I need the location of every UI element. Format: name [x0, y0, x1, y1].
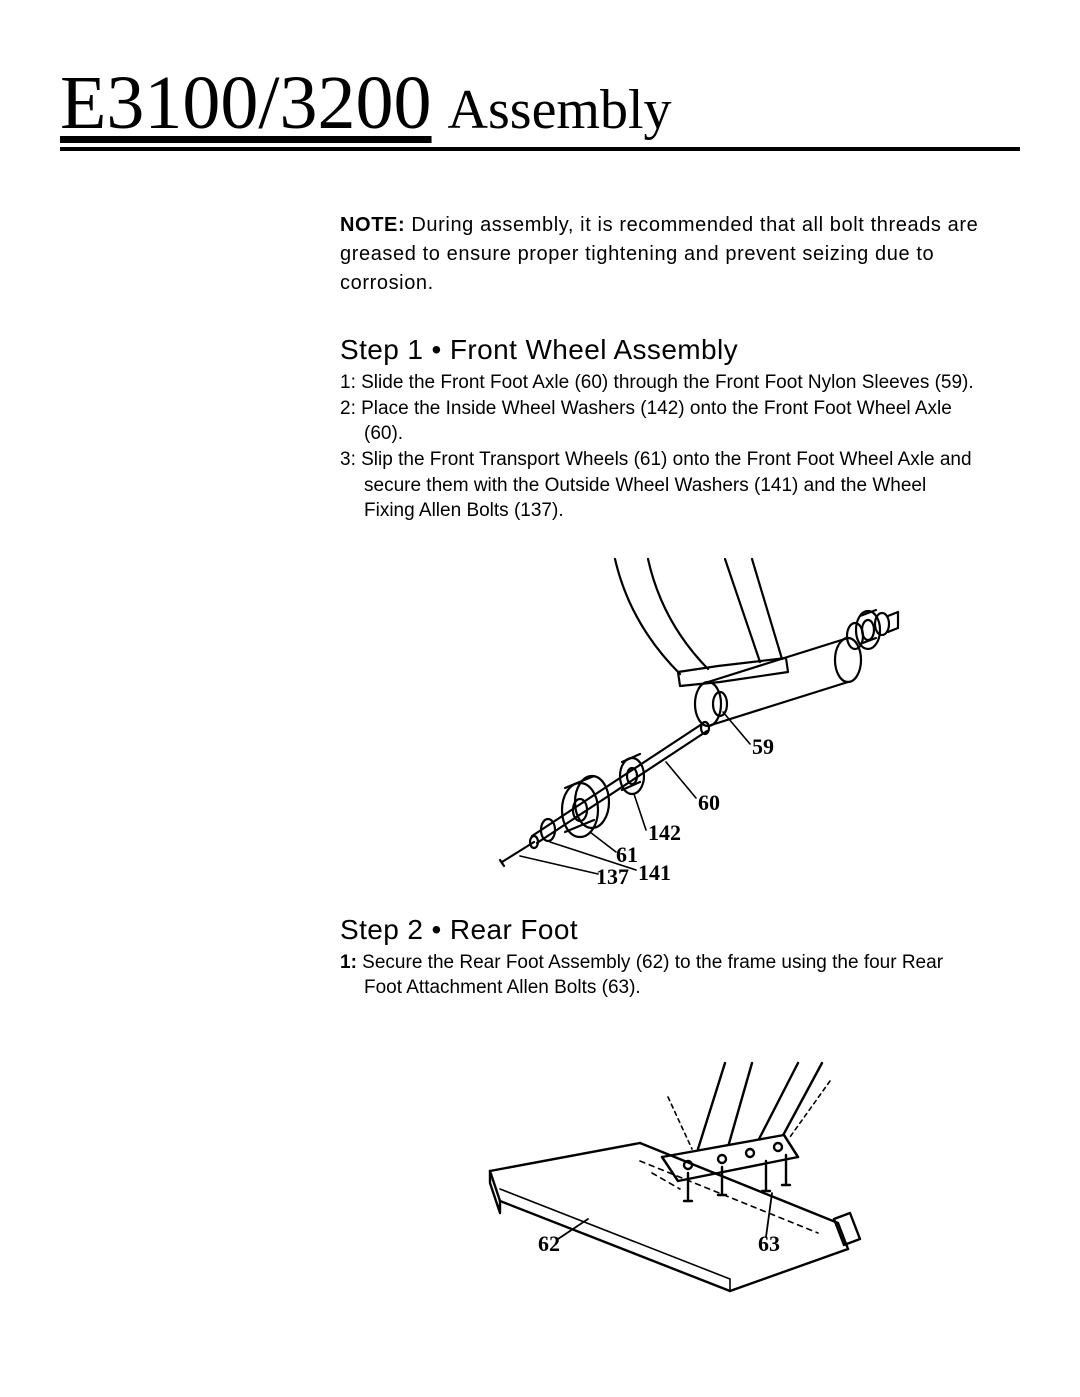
- step2-item-num: 1:: [340, 952, 357, 973]
- step1-heading: Step 1 • Front Wheel Assembly: [340, 334, 980, 366]
- step2-list: 1: Secure the Rear Foot Assembly (62) to…: [340, 950, 980, 1001]
- step1-item-num: 1:: [340, 372, 356, 393]
- body-column: NOTE: During assembly, it is recommended…: [340, 211, 980, 1311]
- callout-137: 137: [596, 864, 629, 890]
- step2-diagram: 62 63: [430, 1061, 900, 1311]
- note-block: NOTE: During assembly, it is recommended…: [340, 211, 980, 298]
- step1-item: 3: Slip the Front Transport Wheels (61) …: [340, 447, 980, 524]
- step2-heading: Step 2 • Rear Foot: [340, 914, 980, 946]
- page-title-rule: E3100/3200 Assembly: [60, 60, 1020, 151]
- step1-item: 2: Place the Inside Wheel Washers (142) …: [340, 396, 980, 447]
- title-sub: Assembly: [448, 78, 672, 142]
- step1-diagram: 59 60 142 61 141 137: [430, 554, 900, 894]
- step1-item-num: 2:: [340, 398, 356, 419]
- callout-141: 141: [638, 860, 671, 886]
- page: E3100/3200 Assembly NOTE: During assembl…: [0, 0, 1080, 1397]
- step2-item: 1: Secure the Rear Foot Assembly (62) to…: [340, 950, 980, 1001]
- callout-63: 63: [758, 1231, 780, 1257]
- step2-item-text: Secure the Rear Foot Assembly (62) to th…: [357, 952, 943, 999]
- callout-142: 142: [648, 820, 681, 846]
- note-text: During assembly, it is recommended that …: [340, 214, 978, 294]
- note-label: NOTE:: [340, 214, 405, 236]
- rear-foot-assembly-icon: [430, 1061, 900, 1311]
- step1-list: 1: Slide the Front Foot Axle (60) throug…: [340, 370, 980, 524]
- step1-item: 1: Slide the Front Foot Axle (60) throug…: [340, 370, 980, 396]
- step1-item-text: Slide the Front Foot Axle (60) through t…: [356, 372, 974, 393]
- callout-59: 59: [752, 734, 774, 760]
- step1-item-text: Slip the Front Transport Wheels (61) ont…: [356, 449, 972, 521]
- callout-60: 60: [698, 790, 720, 816]
- step1-item-num: 3:: [340, 449, 356, 470]
- callout-62: 62: [538, 1231, 560, 1257]
- step1-item-text: Place the Inside Wheel Washers (142) ont…: [356, 398, 952, 445]
- title-main: E3100/3200: [60, 60, 432, 147]
